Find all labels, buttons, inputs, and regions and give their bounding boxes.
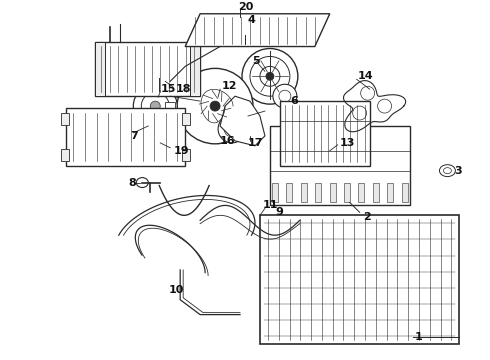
Text: 16: 16	[220, 136, 236, 146]
Ellipse shape	[378, 99, 392, 113]
Text: 1: 1	[415, 333, 422, 342]
Ellipse shape	[136, 177, 148, 188]
Ellipse shape	[150, 101, 160, 111]
Ellipse shape	[133, 84, 177, 128]
Text: 2: 2	[363, 212, 370, 222]
Text: 11: 11	[263, 201, 278, 210]
Bar	[301, 183, 307, 202]
Bar	[260, 215, 460, 345]
Ellipse shape	[273, 84, 297, 108]
Bar	[387, 183, 393, 202]
Text: 4: 4	[248, 15, 256, 25]
Text: 7: 7	[130, 131, 138, 141]
Text: 15: 15	[160, 84, 175, 94]
Ellipse shape	[177, 68, 253, 144]
Text: 17: 17	[248, 138, 264, 148]
Bar	[330, 183, 336, 202]
Text: 19: 19	[173, 146, 189, 156]
Bar	[280, 101, 369, 166]
Ellipse shape	[148, 90, 170, 102]
Text: 13: 13	[340, 138, 355, 148]
Bar	[373, 183, 379, 202]
Bar	[344, 183, 350, 202]
Ellipse shape	[210, 101, 220, 111]
Ellipse shape	[240, 25, 250, 35]
Ellipse shape	[242, 49, 298, 104]
Ellipse shape	[260, 66, 280, 86]
Bar	[61, 149, 69, 161]
Ellipse shape	[440, 165, 455, 177]
Text: 9: 9	[275, 207, 283, 217]
Bar	[286, 183, 293, 202]
Bar	[165, 102, 175, 110]
Bar	[182, 113, 190, 125]
Bar	[270, 126, 410, 206]
Text: 18: 18	[175, 84, 191, 94]
Text: 6: 6	[290, 96, 298, 106]
Bar	[61, 113, 69, 125]
Ellipse shape	[266, 72, 274, 80]
Ellipse shape	[443, 168, 451, 174]
Bar	[66, 108, 185, 166]
Ellipse shape	[353, 106, 367, 120]
Ellipse shape	[361, 86, 375, 100]
Text: 10: 10	[168, 285, 184, 295]
Polygon shape	[185, 14, 330, 46]
Ellipse shape	[242, 125, 254, 137]
Bar	[401, 183, 408, 202]
Polygon shape	[220, 96, 265, 146]
Bar	[272, 183, 278, 202]
Ellipse shape	[148, 145, 170, 157]
Text: 3: 3	[454, 166, 462, 176]
Bar	[96, 41, 105, 96]
Text: 20: 20	[238, 2, 253, 12]
Ellipse shape	[279, 90, 291, 102]
Bar	[148, 96, 170, 151]
Ellipse shape	[250, 57, 290, 96]
Text: 12: 12	[222, 81, 238, 91]
Ellipse shape	[218, 115, 246, 143]
Bar	[315, 183, 321, 202]
Bar	[190, 41, 200, 96]
Ellipse shape	[229, 126, 235, 132]
Bar	[182, 149, 190, 161]
Text: 5: 5	[252, 57, 260, 67]
Bar	[358, 183, 365, 202]
Ellipse shape	[141, 92, 169, 120]
Text: 14: 14	[358, 71, 373, 81]
Bar	[96, 41, 200, 96]
Ellipse shape	[237, 120, 259, 142]
Ellipse shape	[224, 121, 240, 137]
Text: 8: 8	[128, 177, 136, 188]
